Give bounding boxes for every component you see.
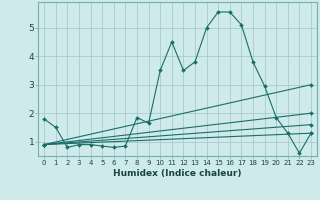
X-axis label: Humidex (Indice chaleur): Humidex (Indice chaleur) (113, 169, 242, 178)
